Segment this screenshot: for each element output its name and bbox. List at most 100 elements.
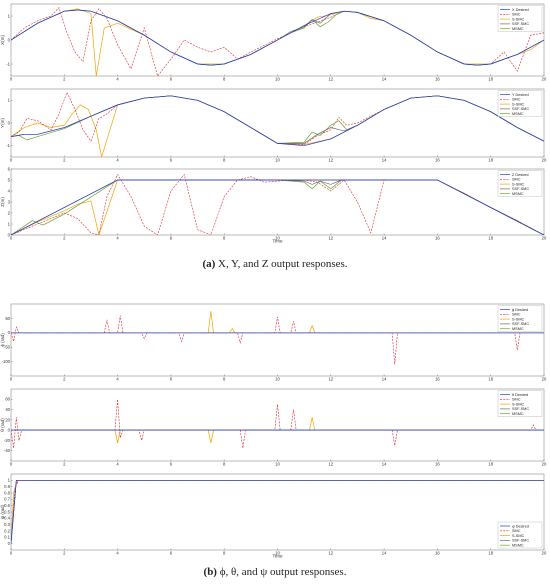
x-tick-label: 12	[328, 377, 333, 382]
x-tick-label: 10	[275, 462, 280, 467]
y-tick-label: 3	[8, 199, 11, 204]
y-tick-label: 60	[5, 397, 10, 402]
x-tick-label: 18	[488, 462, 493, 467]
legend-entry: SSF-SMC	[512, 107, 529, 111]
x-tick-label: 0	[10, 158, 13, 163]
x-tick-label: 0	[10, 377, 13, 382]
x-tick-label: 6	[170, 236, 173, 241]
caption-b-label: (b)	[203, 566, 217, 578]
chart-x: 0 2 4 6 8 10 12 14 16 18 20 -1 0 1 X(m) X Desired SMC S-S…	[0, 0, 550, 84]
x-tick-label: 14	[382, 377, 387, 382]
x-tick-label: 0	[10, 77, 13, 82]
series-line-desired	[11, 479, 544, 544]
y-tick-label: -1	[6, 143, 10, 148]
legend-entry: SSF-SMC	[512, 187, 529, 191]
plot-area	[10, 388, 545, 462]
x-tick-label: 10	[275, 377, 280, 382]
y-tick-label: 0	[8, 120, 11, 125]
y-tick-label: 0.6	[4, 503, 10, 508]
x-tick-label: 12	[328, 158, 333, 163]
x-tick-label: 2	[63, 77, 66, 82]
y-tick-label: 20	[5, 417, 10, 422]
x-tick-label: 6	[170, 77, 173, 82]
legend-entry: SMC	[512, 313, 521, 317]
x-tick-label: 18	[488, 236, 493, 241]
x-tick-label: 2	[63, 462, 66, 467]
legend-entry: MSMC	[512, 27, 524, 31]
x-tick-label: 2	[63, 551, 66, 556]
x-tick-label: 12	[328, 462, 333, 467]
chart-y: 0 2 4 6 8 10 12 14 16 18 20 -1 0 1 Y(m) Y Desired SMC S-S…	[0, 85, 550, 165]
x-tick-label: 8	[223, 77, 226, 82]
y-tick-label: 0.5	[4, 509, 10, 514]
y-tick-label: 1	[8, 98, 11, 103]
legend-entry: ϕ Desired	[512, 308, 528, 312]
x-tick-label: 0	[10, 236, 13, 241]
x-tick-label: 18	[488, 377, 493, 382]
x-tick-label: 18	[488, 551, 493, 556]
x-tick-label: 14	[382, 158, 387, 163]
x-tick-label: 4	[116, 551, 119, 556]
legend-entry: SSF-SMC	[512, 22, 529, 26]
legend-entry: S-SMC	[512, 17, 524, 21]
y-tick-label: 0.9	[4, 484, 10, 489]
legend-entry: X Desired	[512, 8, 529, 12]
y-tick-label: -100	[2, 359, 11, 364]
y-axis-label: Y(m)	[0, 118, 5, 128]
chart-z: 0 2 4 6 8 10 12 14 16 18 20 0 1 2 3 4 5 6 Z(m) Time Z Desire…	[0, 165, 550, 243]
y-tick-label: -40	[4, 448, 11, 453]
x-tick-label: 14	[382, 462, 387, 467]
y-tick-label: 0	[8, 541, 11, 546]
x-tick-label: 20	[542, 462, 547, 467]
x-tick-label: 4	[116, 158, 119, 163]
caption-a-label: (a)	[202, 258, 216, 270]
legend-entry: Z Desired	[512, 173, 528, 177]
x-axis-label: Time	[272, 554, 282, 559]
legend-entry: SMC	[512, 529, 521, 533]
x-tick-label: 6	[170, 462, 173, 467]
legend-entry: MSMC	[512, 112, 524, 116]
legend-entry: MSMC	[512, 412, 524, 416]
x-tick-label: 10	[275, 77, 280, 82]
x-tick-label: 6	[170, 377, 173, 382]
y-tick-label: 0	[8, 232, 11, 237]
x-tick-label: 2	[63, 158, 66, 163]
legend-entry: S-SMC	[512, 402, 524, 406]
legend-entry: SMC	[512, 98, 521, 102]
y-tick-label: 6	[8, 166, 11, 171]
x-tick-label: 0	[10, 551, 13, 556]
y-tick-label: -50	[4, 345, 11, 350]
legend-entry: MSMC	[512, 544, 524, 548]
y-tick-label: 4	[8, 188, 11, 193]
y-tick-label: -20	[4, 438, 11, 443]
y-tick-label: 0.4	[4, 516, 10, 521]
series-line-desired	[11, 179, 544, 235]
x-tick-label: 6	[170, 158, 173, 163]
x-tick-label: 0	[10, 462, 13, 467]
x-tick-label: 14	[382, 551, 387, 556]
x-tick-label: 14	[382, 77, 387, 82]
x-tick-label: 16	[435, 158, 440, 163]
y-tick-label: 0.1	[4, 535, 10, 540]
legend-entry: SSF-SMC	[512, 322, 529, 326]
legend-entry: Y Desired	[512, 93, 529, 97]
x-tick-label: 12	[328, 77, 333, 82]
x-tick-label: 16	[435, 551, 440, 556]
x-tick-label: 6	[170, 551, 173, 556]
x-tick-label: 18	[488, 158, 493, 163]
x-tick-label: 16	[435, 462, 440, 467]
x-tick-label: 12	[328, 236, 333, 241]
legend-entry: S-SMC	[512, 534, 524, 538]
legend-entry: MSMC	[512, 192, 524, 196]
y-axis-label: ψ (rad)	[0, 504, 5, 519]
x-tick-label: 4	[116, 77, 119, 82]
x-tick-label: 20	[542, 551, 547, 556]
x-tick-label: 20	[542, 377, 547, 382]
legend-entry: MSMC	[512, 327, 524, 331]
x-tick-label: 8	[223, 462, 226, 467]
chart-psi: 0 2 4 6 8 10 12 14 16 18 20 0 0.1 0.2 0.3 0.4 0.5 0.6 0.7 0…	[0, 470, 550, 559]
x-tick-label: 20	[542, 77, 547, 82]
y-tick-label: 2	[8, 210, 11, 215]
chart-phi: 0 2 4 6 8 10 12 14 16 18 20 -100 -50 0 50 ϕ (rad) ϕ Desi…	[0, 300, 550, 384]
x-axis-label: Time	[272, 239, 282, 244]
